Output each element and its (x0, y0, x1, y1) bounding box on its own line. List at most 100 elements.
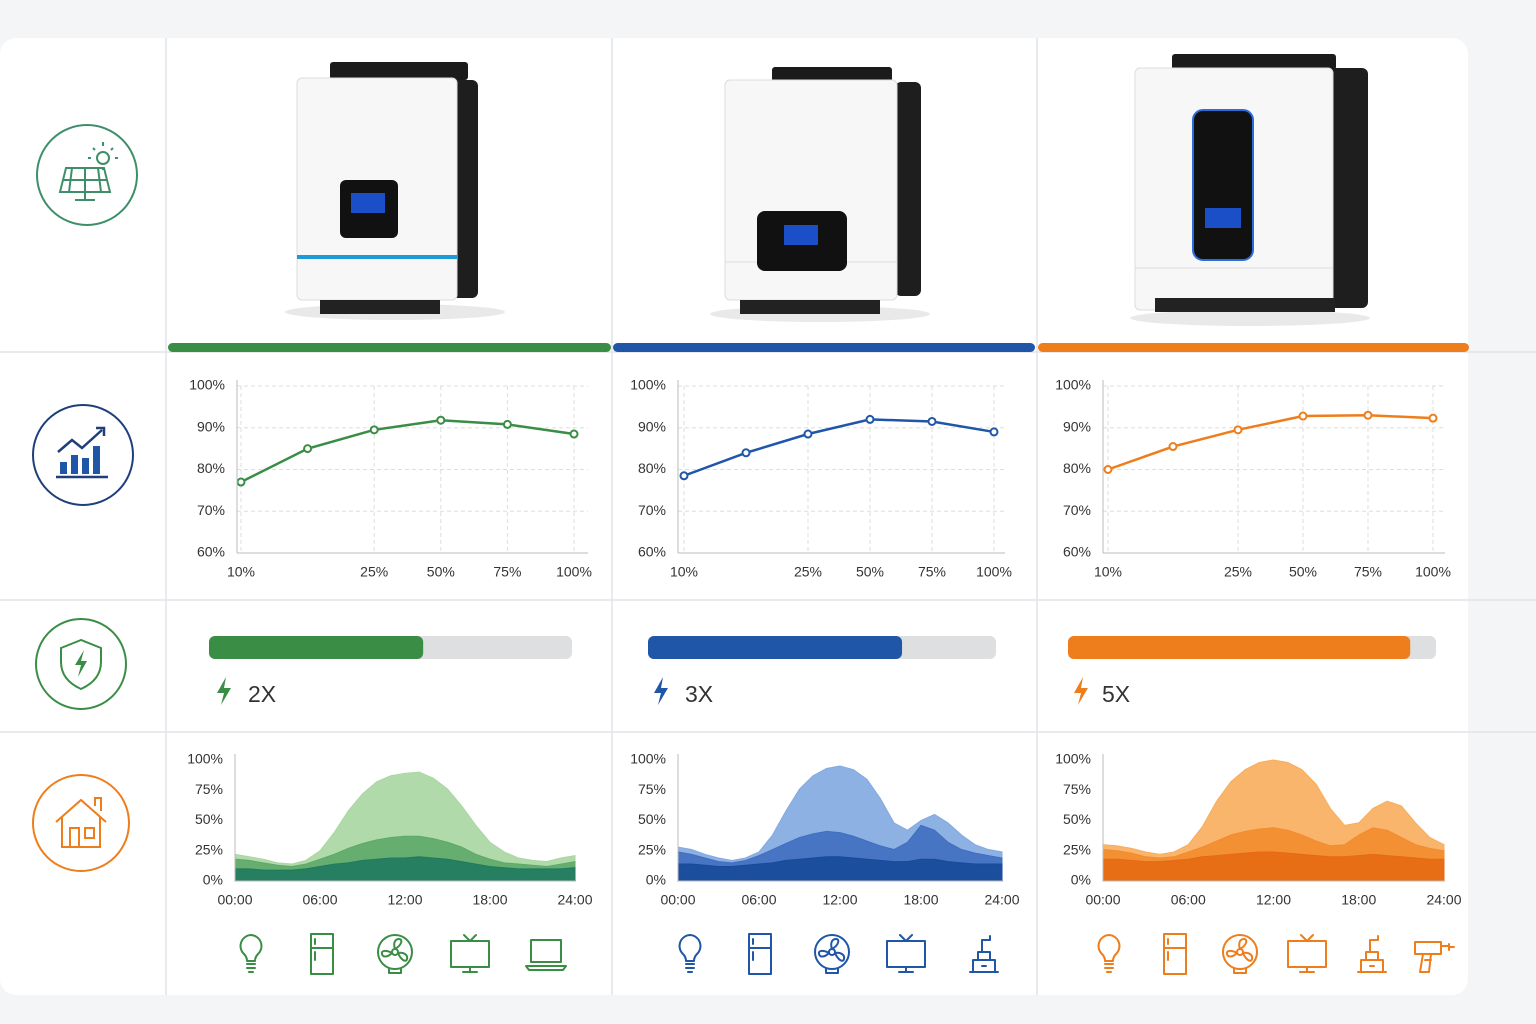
column-accent (613, 343, 1035, 352)
x-tick-label: 50% (856, 564, 884, 580)
y-tick-label: 100% (187, 751, 223, 767)
x-tick-label: 25% (1224, 564, 1252, 580)
solar-icon (36, 124, 138, 226)
y-tick-label: 50% (638, 811, 666, 827)
y-tick-label: 0% (203, 872, 223, 888)
y-tick-label: 70% (197, 502, 225, 518)
x-tick-label: 06:00 (302, 892, 337, 908)
x-tick-label: 06:00 (741, 892, 776, 908)
load-area (234, 856, 576, 882)
data-point (1103, 465, 1113, 474)
x-tick-label: 00:00 (660, 892, 695, 908)
data-point (236, 477, 246, 487)
x-tick-label: 18:00 (1341, 892, 1376, 908)
x-tick-label: 12:00 (387, 892, 422, 908)
y-tick-label: 100% (1055, 751, 1091, 767)
x-tick-label: 12:00 (822, 892, 857, 908)
surge-label: 3X (685, 681, 713, 707)
data-point (569, 429, 579, 439)
efficiency-line (683, 418, 995, 477)
data-point (741, 448, 751, 458)
efficiency-icon (32, 404, 134, 506)
y-tick-label: 60% (638, 544, 666, 560)
column-accent (168, 343, 611, 352)
data-point (436, 415, 446, 425)
y-tick-label: 25% (195, 841, 223, 857)
y-tick-label: 90% (1063, 418, 1091, 434)
x-tick-label: 75% (1354, 564, 1382, 580)
inverter-3 (1130, 54, 1370, 326)
column-accent (1038, 343, 1469, 352)
y-tick-label: 0% (1071, 872, 1091, 888)
data-point (1363, 410, 1373, 420)
x-tick-label: 100% (1415, 564, 1451, 580)
x-tick-label: 75% (493, 564, 521, 580)
x-tick-label: 18:00 (903, 892, 938, 908)
y-tick-label: 0% (646, 872, 666, 888)
data-point (679, 471, 689, 481)
y-tick-label: 90% (638, 418, 666, 434)
inverter-1 (285, 62, 505, 320)
y-tick-label: 100% (1055, 377, 1091, 393)
y-tick-label: 50% (195, 811, 223, 827)
y-tick-label: 80% (1063, 460, 1091, 476)
x-tick-label: 25% (360, 564, 388, 580)
data-point (1168, 442, 1178, 452)
home-icon (32, 774, 130, 872)
surge-label: 2X (248, 681, 276, 707)
y-tick-label: 90% (197, 418, 225, 434)
x-tick-label: 50% (1289, 564, 1317, 580)
y-tick-label: 70% (1063, 502, 1091, 518)
surge-label: 5X (1102, 681, 1130, 707)
y-tick-label: 25% (638, 841, 666, 857)
x-tick-label: 10% (1094, 564, 1122, 580)
surge-icon (35, 618, 127, 710)
y-tick-label: 25% (1063, 841, 1091, 857)
x-tick-label: 50% (427, 564, 455, 580)
surge-bar (648, 636, 903, 659)
x-tick-label: 24:00 (557, 892, 592, 908)
data-point (303, 444, 313, 454)
x-tick-label: 100% (556, 564, 592, 580)
y-tick-label: 100% (189, 377, 225, 393)
y-tick-label: 50% (1063, 811, 1091, 827)
x-tick-label: 06:00 (1171, 892, 1206, 908)
x-tick-label: 10% (227, 564, 255, 580)
data-point (1298, 411, 1308, 421)
x-tick-label: 24:00 (984, 892, 1019, 908)
x-tick-label: 75% (918, 564, 946, 580)
y-tick-label: 70% (638, 502, 666, 518)
data-point (1233, 425, 1243, 435)
data-point (865, 414, 875, 424)
x-tick-label: 100% (976, 564, 1012, 580)
y-tick-label: 80% (197, 460, 225, 476)
surge-bar (1068, 636, 1411, 659)
y-tick-label: 100% (630, 751, 666, 767)
data-point (927, 416, 937, 426)
x-tick-label: 18:00 (472, 892, 507, 908)
data-point (989, 427, 999, 437)
x-tick-label: 00:00 (217, 892, 252, 908)
surge-bar (209, 636, 424, 659)
x-tick-label: 10% (670, 564, 698, 580)
x-tick-label: 25% (794, 564, 822, 580)
y-tick-label: 100% (630, 377, 666, 393)
data-point (1428, 413, 1438, 423)
y-tick-label: 75% (638, 781, 666, 797)
data-point (502, 419, 512, 429)
efficiency-line (1107, 413, 1434, 471)
x-tick-label: 12:00 (1256, 892, 1291, 908)
y-tick-label: 75% (1063, 781, 1091, 797)
load-area (677, 856, 1003, 882)
y-tick-label: 60% (197, 544, 225, 560)
y-tick-label: 75% (195, 781, 223, 797)
inverter-2 (710, 67, 930, 322)
x-tick-label: 24:00 (1426, 892, 1461, 908)
load-area (1102, 851, 1445, 882)
load-area (234, 771, 576, 882)
data-point (369, 425, 379, 435)
y-tick-label: 80% (638, 460, 666, 476)
